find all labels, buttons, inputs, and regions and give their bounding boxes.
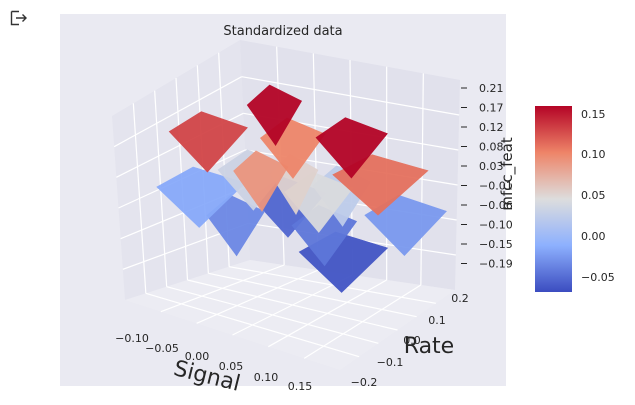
z-tick-label: −0.19 — [479, 258, 513, 271]
colorbar-tick-label: 0.10 — [581, 148, 606, 161]
z-tick-label: 0.12 — [479, 121, 504, 134]
colorbar-ticks: 0.15 0.10 0.05 0.00 −0.05 — [581, 108, 615, 284]
x-tick-label: −0.10 — [115, 332, 149, 345]
y-tick-label: 0.2 — [451, 292, 469, 305]
surface-patch — [246, 84, 303, 146]
y-axis-label: Rate — [404, 334, 454, 359]
z-tick-label: −0.10 — [479, 219, 513, 232]
z-tick-label: 0.17 — [479, 102, 504, 115]
colorbar-tick-label: −0.05 — [581, 271, 615, 284]
chart-title: Standardized data — [223, 24, 342, 39]
z-tick-label: 0.21 — [479, 82, 504, 95]
z-tick-label: −0.01 — [479, 180, 513, 193]
y-tick-label: 0.0 — [403, 334, 421, 347]
y-axis-ticks: 0.2 0.1 0.0 −0.1 −0.2 — [351, 292, 469, 389]
x-tick-label: −0.05 — [145, 342, 179, 355]
output-arrow-icon[interactable] — [10, 10, 28, 26]
z-tick-label: −0.15 — [479, 238, 513, 251]
colorbar-tick-label: 0.00 — [581, 230, 606, 243]
colorbar — [535, 106, 572, 292]
z-tick-label: 0.08 — [479, 141, 504, 154]
colorbar-tick-label: 0.15 — [581, 108, 606, 121]
z-axis-label: mfcc_feat — [498, 137, 517, 211]
x-tick-label: 0.15 — [288, 380, 313, 393]
x-axis-ticks: −0.10−0.05 0.00 0.05 0.10 0.15 — [115, 332, 312, 393]
z-tick-label: −0.06 — [479, 199, 513, 212]
colorbar-tick-label: 0.05 — [581, 189, 606, 202]
y-tick-label: −0.2 — [351, 376, 378, 389]
surface-patch — [168, 111, 248, 173]
x-tick-label: 0.05 — [219, 360, 244, 373]
surface-plot — [156, 84, 447, 293]
y-tick-label: 0.1 — [428, 314, 446, 327]
y-tick-label: −0.1 — [377, 356, 404, 369]
z-axis-ticks: 0.21 0.17 0.12 0.08 0.03 −0.01 −0.06 −0.10 −0.15… — [461, 82, 513, 271]
z-tick-label: 0.03 — [479, 160, 504, 173]
x-tick-label: 0.10 — [254, 371, 279, 384]
surface-patch — [315, 117, 388, 179]
surface-patch — [233, 150, 289, 212]
x-tick-label: 0.00 — [185, 350, 210, 363]
